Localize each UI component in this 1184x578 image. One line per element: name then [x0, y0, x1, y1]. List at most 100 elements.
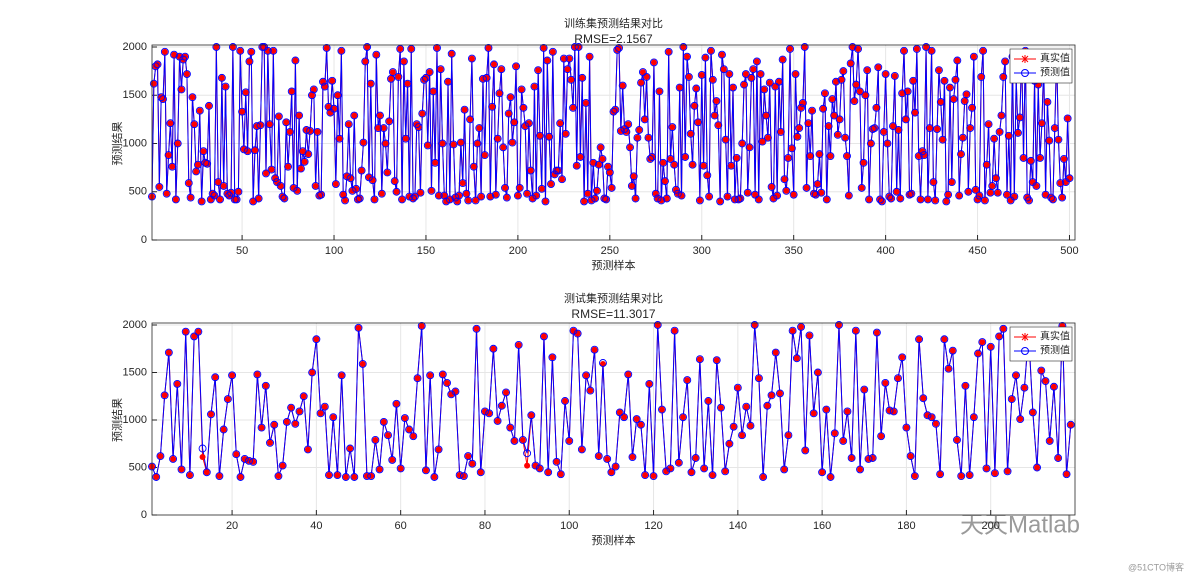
data-point [368, 473, 375, 480]
data-point [650, 58, 658, 67]
data-point [923, 195, 932, 204]
data-point [558, 175, 566, 184]
data-point [724, 193, 731, 200]
data-point [835, 322, 842, 328]
data-point [212, 43, 221, 51]
data-point [826, 473, 835, 481]
data-point [849, 44, 856, 50]
data-point [443, 379, 451, 387]
data-point [701, 465, 708, 472]
data-point [850, 97, 859, 105]
data-point [711, 112, 718, 119]
data-point [486, 192, 495, 201]
data-point [324, 102, 333, 111]
data-point [741, 70, 750, 78]
data-point [590, 159, 597, 166]
data-point [456, 192, 463, 199]
data-point [691, 102, 698, 109]
data-point [760, 474, 767, 480]
data-point [798, 99, 807, 107]
data-point [544, 57, 551, 64]
data-point [823, 196, 830, 203]
data-point [975, 350, 982, 357]
data-point [371, 196, 378, 203]
data-point [997, 111, 1006, 120]
data-point [946, 83, 954, 92]
data-point [533, 192, 540, 199]
data-point [776, 390, 783, 397]
data-point [934, 66, 943, 75]
data-point [969, 104, 976, 111]
data-point [519, 436, 526, 443]
data-point [872, 103, 881, 112]
data-point [661, 177, 669, 186]
data-point [467, 116, 474, 123]
data-point [1019, 154, 1028, 162]
data-point [394, 72, 403, 81]
data-point [949, 347, 956, 354]
data-point [409, 194, 418, 203]
data-point [484, 44, 493, 52]
data-point [513, 63, 520, 70]
data-point [738, 139, 747, 148]
data-point [545, 469, 552, 476]
data-point [364, 44, 371, 50]
x-tick-label: 450 [968, 245, 986, 257]
data-point [271, 421, 278, 428]
data-point [949, 95, 958, 104]
data-point [749, 65, 758, 74]
data-point [308, 91, 316, 100]
data-point [530, 82, 539, 91]
data-point [810, 410, 817, 417]
data-point [237, 47, 244, 54]
data-point [872, 328, 881, 337]
data-point [1060, 155, 1067, 162]
data-point [229, 372, 236, 379]
data-point [958, 133, 967, 142]
data-point [696, 356, 703, 363]
data-point [794, 133, 801, 140]
data-point [973, 195, 982, 204]
data-point [938, 135, 947, 144]
data-point [482, 73, 491, 82]
data-point [287, 87, 296, 96]
data-point [450, 141, 457, 148]
data-point [452, 388, 459, 395]
data-point [552, 166, 561, 175]
data-point [683, 52, 691, 61]
data-point [477, 192, 486, 201]
data-point [732, 154, 741, 162]
data-point [526, 166, 535, 175]
data-point [404, 80, 411, 87]
data-point [1038, 120, 1045, 127]
data-point [469, 162, 478, 171]
data-point [164, 348, 173, 357]
chart-subtitle: RMSE=11.3017 [571, 307, 655, 321]
data-point [801, 446, 810, 455]
data-point [989, 182, 996, 189]
data-point [1029, 179, 1036, 186]
data-point [716, 197, 725, 206]
data-point [937, 99, 944, 106]
data-point [447, 390, 456, 399]
data-point [990, 134, 999, 143]
data-point [958, 473, 965, 480]
data-point [160, 391, 169, 400]
data-point [857, 183, 866, 192]
data-point [798, 323, 805, 330]
data-point [1027, 157, 1034, 164]
data-point [372, 436, 379, 443]
data-point [831, 112, 838, 119]
data-point [251, 146, 259, 155]
data-point [605, 168, 614, 177]
data-point [822, 195, 831, 204]
data-point [936, 98, 945, 106]
data-point [782, 186, 791, 195]
data-point [292, 420, 299, 427]
data-point [557, 120, 564, 127]
data-point [929, 178, 938, 187]
data-point [940, 76, 949, 85]
data-point [923, 44, 930, 50]
data-point [541, 197, 550, 206]
data-point [683, 376, 692, 385]
